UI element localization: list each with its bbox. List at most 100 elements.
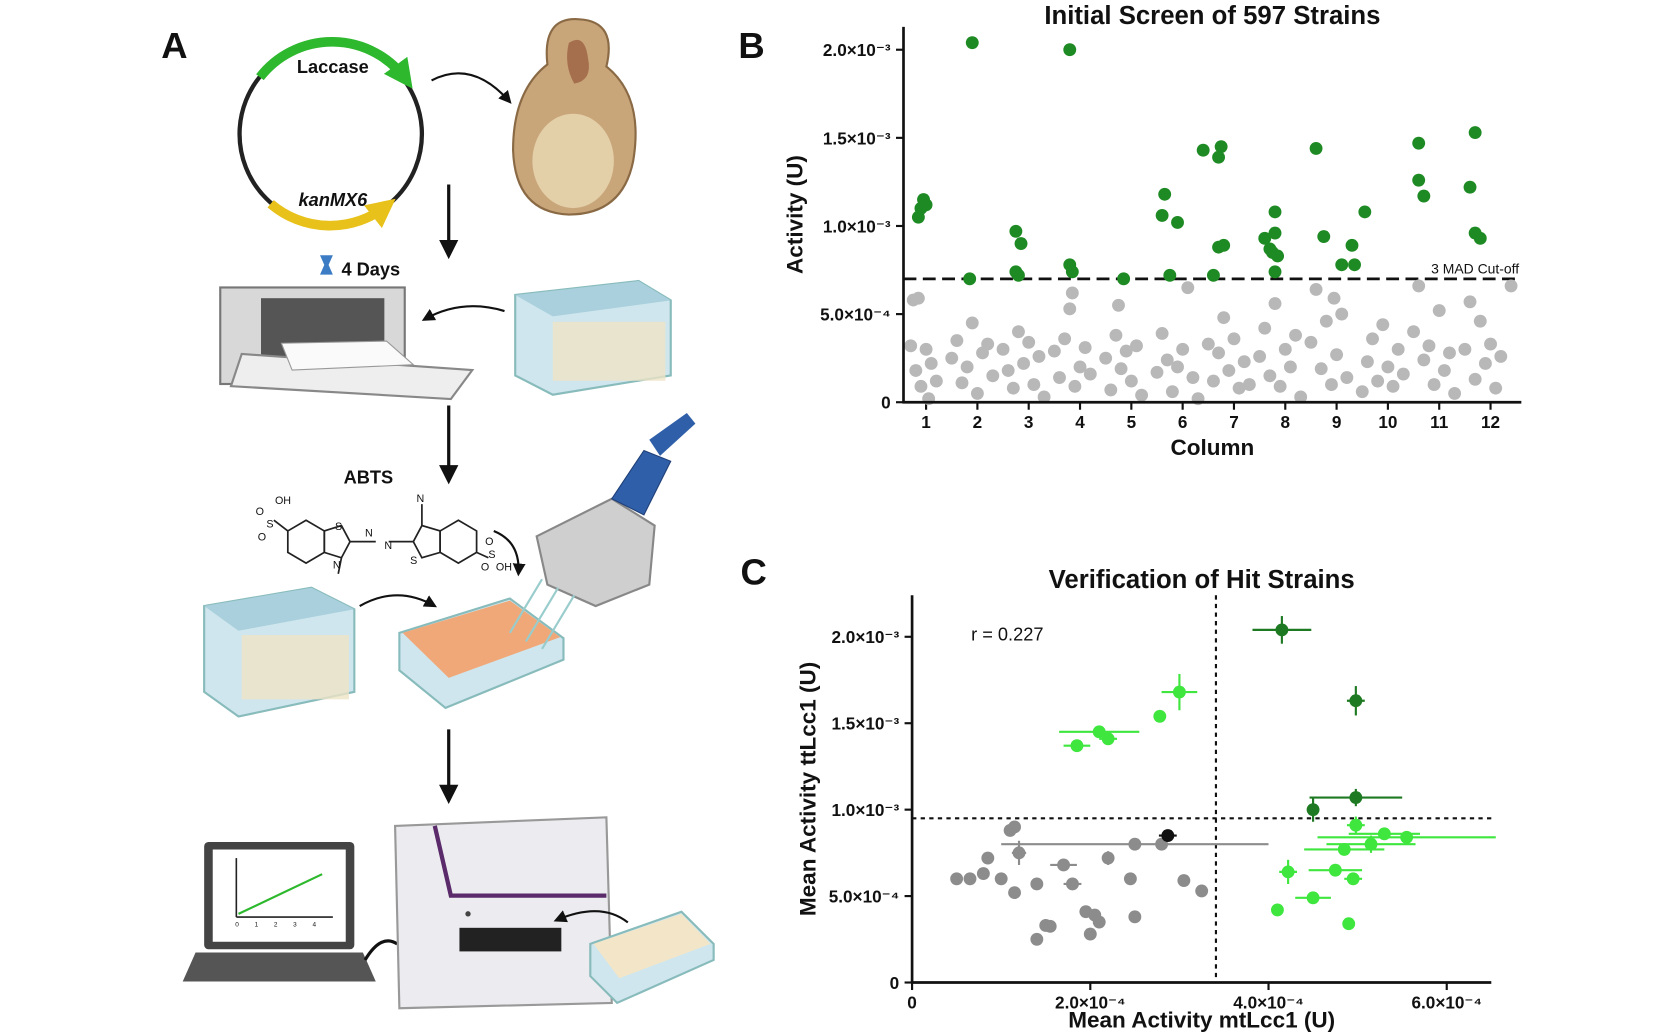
data-point bbox=[919, 198, 933, 212]
y-tick-label: 5.0×10⁻⁴ bbox=[820, 305, 891, 325]
data-point bbox=[950, 872, 964, 886]
data-point bbox=[1319, 314, 1333, 328]
data-point bbox=[1092, 725, 1106, 739]
data-point bbox=[1358, 205, 1372, 219]
yeast bbox=[511, 18, 637, 216]
data-point bbox=[1068, 379, 1082, 393]
data-point bbox=[1340, 371, 1354, 384]
data-point bbox=[1053, 371, 1066, 384]
data-point bbox=[1222, 364, 1236, 377]
x-tick-label: 6.0×10⁻⁴ bbox=[1411, 992, 1482, 1012]
data-point bbox=[1214, 140, 1228, 154]
x-tick-label: 6 bbox=[1178, 412, 1188, 432]
atom: S bbox=[488, 549, 495, 561]
x-tick-label: 8 bbox=[1281, 412, 1291, 432]
data-point bbox=[1027, 378, 1041, 392]
data-point bbox=[1317, 230, 1331, 243]
arrow bbox=[359, 594, 438, 608]
data-point bbox=[1119, 344, 1133, 358]
assay-plate bbox=[398, 597, 565, 710]
data-point bbox=[1017, 357, 1031, 370]
data-point bbox=[924, 357, 938, 370]
data-point bbox=[1335, 307, 1349, 321]
data-point bbox=[1371, 374, 1385, 388]
data-point bbox=[1349, 818, 1363, 832]
data-point bbox=[963, 872, 977, 886]
data-point bbox=[1327, 291, 1341, 305]
data-point bbox=[1112, 298, 1125, 312]
data-point bbox=[1092, 915, 1106, 929]
data-point bbox=[1275, 623, 1289, 637]
data-point bbox=[914, 379, 928, 393]
data-point bbox=[1468, 372, 1482, 386]
data-point bbox=[1078, 341, 1092, 355]
gene-label: kanMX6 bbox=[298, 189, 368, 210]
y-tick-label: 1.0×10⁻³ bbox=[823, 216, 891, 236]
data-point bbox=[1022, 335, 1036, 349]
data-point bbox=[1155, 327, 1169, 340]
laptop-ticks: 0 1 2 3 4 bbox=[235, 922, 316, 929]
data-point bbox=[1172, 685, 1186, 699]
data-point bbox=[1270, 903, 1284, 917]
plasmid: Laccase kanMX6 bbox=[237, 37, 425, 231]
data-point bbox=[1342, 917, 1356, 931]
data-point bbox=[904, 339, 918, 353]
data-point bbox=[1432, 304, 1446, 318]
laptop bbox=[182, 842, 376, 982]
data-point bbox=[1273, 379, 1287, 393]
data-point bbox=[1217, 311, 1231, 325]
data-point bbox=[950, 334, 964, 347]
data-point bbox=[1309, 141, 1323, 155]
data-point bbox=[911, 291, 925, 305]
data-point bbox=[1386, 379, 1400, 393]
data-point bbox=[1101, 851, 1115, 865]
data-point bbox=[1349, 791, 1363, 804]
data-point bbox=[1366, 332, 1379, 346]
plate-reader bbox=[393, 816, 613, 1010]
tick: 1 bbox=[255, 922, 259, 929]
data-point bbox=[1058, 332, 1072, 346]
cutoff-label: 3 MAD Cut-off bbox=[1431, 260, 1519, 276]
data-point bbox=[1377, 827, 1391, 841]
x-tick-label: 11 bbox=[1430, 412, 1449, 432]
y-tick-label: 5.0×10⁻⁴ bbox=[829, 887, 900, 907]
data-point bbox=[1073, 360, 1087, 374]
data-point bbox=[1128, 910, 1142, 924]
data-point bbox=[1037, 390, 1051, 404]
y-axis-label: Mean Activity ttLcc1 (U) bbox=[796, 662, 821, 916]
data-point bbox=[1478, 357, 1492, 370]
y-tick-label: 1.5×10⁻³ bbox=[823, 128, 891, 148]
data-point bbox=[909, 364, 923, 377]
data-point bbox=[1124, 374, 1138, 388]
data-point bbox=[1104, 383, 1118, 397]
data-point bbox=[965, 316, 979, 330]
x-tick-label: 1 bbox=[921, 412, 931, 432]
x-tick-label: 9 bbox=[1332, 412, 1342, 432]
tick: 3 bbox=[293, 922, 297, 929]
data-point bbox=[981, 337, 995, 351]
y-axis-label: Activity (U) bbox=[783, 155, 808, 274]
data-point bbox=[1207, 268, 1220, 282]
data-point bbox=[1043, 919, 1057, 933]
data-point bbox=[1258, 321, 1272, 335]
y-tick-label: 2.0×10⁻³ bbox=[831, 627, 899, 647]
tick: 2 bbox=[274, 922, 278, 929]
data-point bbox=[1443, 346, 1456, 360]
data-point bbox=[1065, 286, 1079, 300]
data-point bbox=[1165, 385, 1179, 399]
data-point bbox=[986, 369, 1000, 383]
data-point bbox=[1412, 136, 1426, 150]
data-point bbox=[1407, 325, 1421, 339]
data-point bbox=[1417, 353, 1431, 367]
data-point bbox=[1242, 378, 1256, 392]
data-point bbox=[1268, 226, 1282, 240]
data-point bbox=[1160, 353, 1174, 367]
data-point bbox=[1065, 265, 1079, 279]
data-point bbox=[1306, 891, 1320, 905]
data-point bbox=[1171, 360, 1184, 374]
data-point bbox=[1309, 282, 1323, 296]
data-point bbox=[1468, 126, 1482, 140]
data-point bbox=[1458, 342, 1472, 356]
atom: N bbox=[365, 527, 373, 539]
data-point bbox=[1376, 318, 1390, 332]
